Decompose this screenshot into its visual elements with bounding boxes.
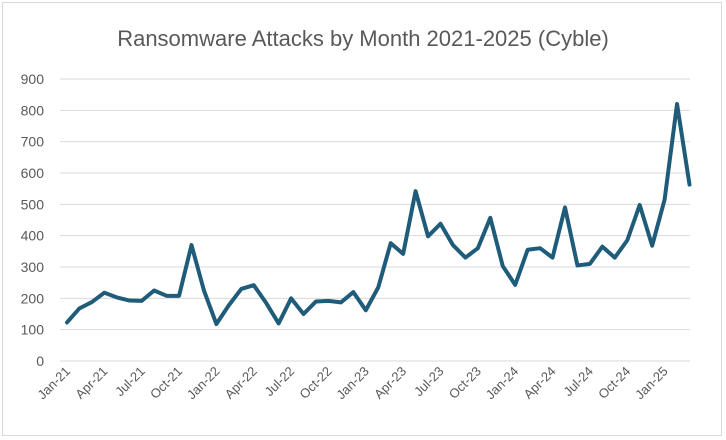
x-tick-label: Apr-22: [222, 364, 260, 402]
x-tick-label: Jan-22: [184, 364, 223, 403]
x-tick-label: Jan-25: [632, 364, 671, 403]
x-tick-label: Apr-21: [72, 364, 110, 402]
y-tick-label: 500: [21, 196, 45, 212]
x-tick-label: Oct-21: [147, 364, 185, 402]
y-tick-label: 800: [21, 102, 45, 118]
y-tick-label: 700: [21, 134, 45, 150]
y-tick-label: 600: [21, 165, 45, 181]
y-tick-label: 900: [21, 71, 45, 87]
x-tick-label: Oct-22: [296, 364, 334, 402]
series-line-0: [65, 102, 692, 327]
x-tick-label: Apr-24: [520, 364, 558, 402]
x-tick-label: Jan-24: [483, 364, 522, 403]
y-tick-label: 400: [21, 228, 45, 244]
x-tick-label: Jan-23: [333, 364, 372, 403]
x-tick-label: Oct-23: [446, 364, 484, 402]
y-tick-label: 300: [21, 259, 45, 275]
gridlines: [60, 78, 690, 362]
x-tick-label: Jul-22: [262, 364, 298, 400]
x-tick-label: Jul-24: [560, 364, 596, 400]
x-tick-label: Oct-24: [595, 364, 633, 402]
y-tick-label: 200: [21, 290, 45, 306]
y-tick-label: 100: [21, 322, 45, 338]
x-tick-label: Jul-21: [112, 364, 148, 400]
y-tick-label: 0: [36, 353, 44, 369]
x-tick-label: Apr-23: [371, 364, 409, 402]
chart-title: Ransomware Attacks by Month 2021-2025 (C…: [117, 26, 609, 51]
x-tick-label: Jul-23: [411, 364, 447, 400]
series-layer: [65, 102, 692, 327]
y-axis-ticks: 0 100 200 300 400 500 600 700 800 900: [21, 71, 45, 369]
x-tick-label: Jan-21: [34, 364, 73, 403]
chart-frame: [2, 2, 722, 436]
